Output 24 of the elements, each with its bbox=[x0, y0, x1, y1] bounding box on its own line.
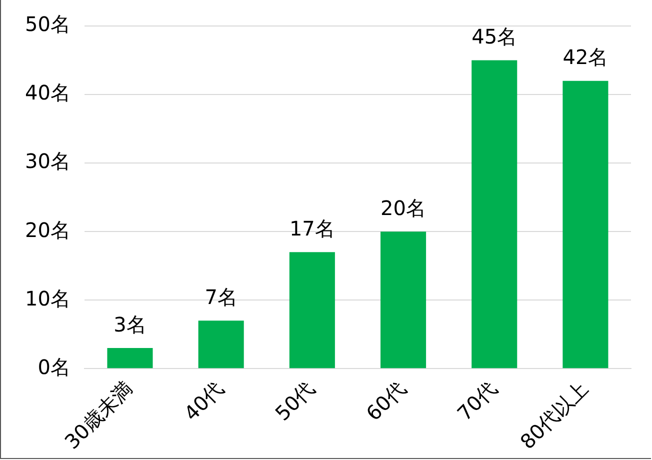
y-tick-label: 40名 bbox=[24, 80, 70, 105]
bar bbox=[289, 252, 335, 368]
bar bbox=[107, 348, 153, 368]
bar bbox=[562, 80, 608, 368]
y-tick-label: 10名 bbox=[24, 286, 70, 310]
x-tick-label: 40代 bbox=[179, 376, 228, 426]
data-label: 42名 bbox=[562, 45, 608, 70]
data-label: 45名 bbox=[472, 24, 518, 48]
data-label: 7名 bbox=[204, 284, 238, 309]
x-tick-label: 80代以上 bbox=[515, 376, 593, 454]
x-tick-label: 30歳未満 bbox=[60, 376, 138, 454]
y-tick-label: 20名 bbox=[24, 218, 70, 242]
data-label: 20名 bbox=[380, 196, 426, 220]
data-label: 17名 bbox=[289, 216, 335, 240]
bar bbox=[198, 320, 244, 368]
bar bbox=[380, 232, 426, 368]
data-label: 3名 bbox=[114, 312, 146, 336]
x-tick-label: 50代 bbox=[270, 376, 320, 426]
bar bbox=[472, 60, 518, 368]
x-tick-label: 60代 bbox=[361, 376, 410, 426]
y-tick-label: 0名 bbox=[38, 354, 70, 379]
y-tick-label: 50名 bbox=[24, 12, 70, 36]
x-tick-label: 70代 bbox=[452, 376, 502, 426]
y-tick-label: 30名 bbox=[24, 149, 70, 174]
